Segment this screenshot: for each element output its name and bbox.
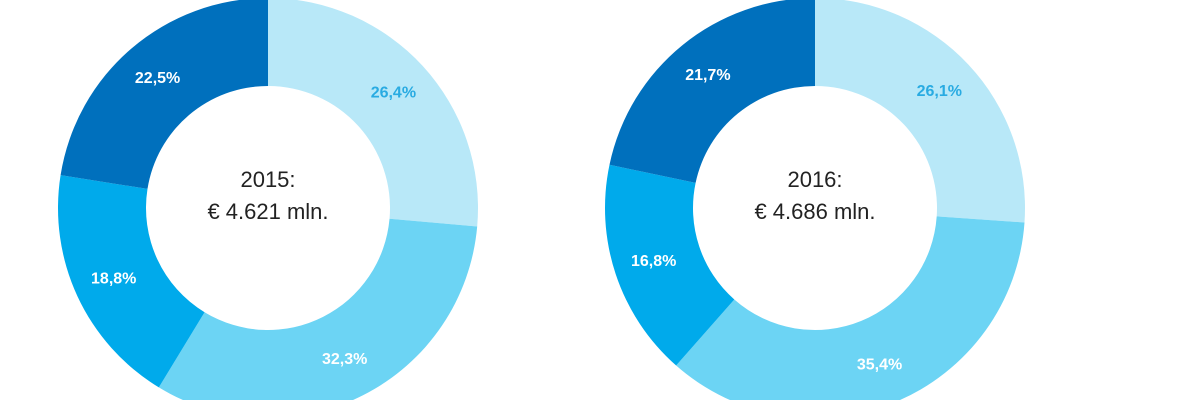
- center-subtitle: € 4.621 mln.: [207, 199, 328, 224]
- value-label: 21,7%: [685, 67, 730, 84]
- donut-slice: [268, 0, 478, 227]
- value-label: 26,1%: [917, 83, 962, 100]
- center-title: 2015:: [240, 167, 295, 192]
- donut-slice: [58, 175, 205, 388]
- value-label: 18,8%: [91, 271, 136, 288]
- center-title: 2016:: [787, 167, 842, 192]
- donut-slice: [605, 164, 735, 366]
- value-label: 16,8%: [631, 253, 676, 270]
- donut-slice: [60, 0, 268, 189]
- value-label: 32,3%: [322, 351, 367, 368]
- value-label: 35,4%: [857, 356, 902, 373]
- value-label: 26,4%: [371, 84, 416, 101]
- donut-slice: [815, 0, 1025, 223]
- donut-slice: [158, 218, 478, 400]
- donut-slice: [609, 0, 815, 183]
- center-subtitle: € 4.686 mln.: [754, 199, 875, 224]
- value-label: 22,5%: [135, 70, 180, 87]
- donut-slice: [676, 216, 1025, 400]
